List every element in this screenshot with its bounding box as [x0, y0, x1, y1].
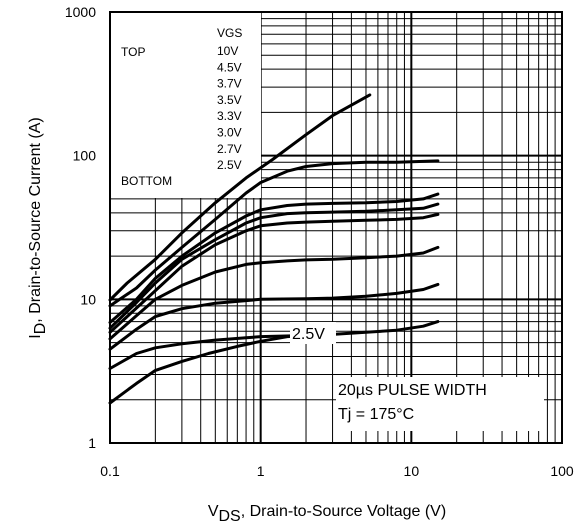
x-tick-labels: 0.1 1 10 100: [100, 463, 574, 479]
y-axis-title: ID, Drain-to-Source Current (A): [27, 117, 49, 338]
annotation-line-1: 20µs PULSE WIDTH: [338, 382, 487, 399]
series-line: [108, 192, 440, 324]
legend-entry: 2.5V: [217, 158, 242, 172]
series-line: [108, 282, 440, 351]
x-axis-title-sub: DS: [219, 508, 241, 525]
series-line: [108, 320, 440, 370]
legend-entries: 10V 4.5V 3.7V 3.5V 3.3V 3.0V 2.7V 2.5V: [217, 44, 242, 172]
legend-entry: 3.0V: [217, 126, 242, 140]
legend-top-label: TOP: [121, 45, 145, 59]
legend-entry: 4.5V: [217, 60, 242, 74]
x-axis-title-rest: , Drain-to-Source Voltage (V): [241, 503, 446, 520]
y-tick-label: 100: [73, 148, 97, 164]
x-axis-title: VDS, Drain-to-Source Voltage (V): [208, 503, 446, 525]
series-lines: [108, 93, 440, 405]
curve-label: 2.5V: [290, 322, 336, 344]
x-tick-label: 10: [404, 463, 420, 479]
series-line: [108, 212, 440, 334]
x-axis-title-main: V: [208, 503, 219, 520]
y-tick-labels: 1 10 100 1000: [65, 4, 96, 451]
series-line: [108, 245, 440, 341]
x-tick-label: 100: [550, 463, 574, 479]
annotation: 20µs PULSE WIDTH Tj = 175°C: [336, 377, 544, 431]
legend-bottom-label: BOTTOM: [121, 174, 172, 188]
series-line: [108, 93, 372, 302]
legend-entry: 3.3V: [217, 109, 242, 123]
legend-entry: 10V: [217, 44, 238, 58]
plot-frame: [109, 11, 563, 444]
y-axis-title-main: I: [27, 334, 44, 338]
x-tick-label: 0.1: [100, 463, 120, 479]
y-tick-label: 1000: [65, 4, 96, 20]
y-axis-title-rest: , Drain-to-Source Current (A): [27, 117, 44, 322]
y-tick-label: 1: [88, 435, 96, 451]
legend-entry: 2.7V: [217, 142, 242, 156]
legend-background: [111, 13, 261, 198]
series-line: [108, 334, 308, 405]
legend: VGS TOP BOTTOM 10V 4.5V 3.7V 3.5V 3.3V 3.0V 2.…: [111, 13, 261, 198]
curve-label-text: 2.5V: [292, 326, 325, 343]
series-line: [108, 159, 440, 308]
y-tick-label: 10: [80, 291, 96, 307]
legend-header: VGS: [217, 26, 242, 40]
annotation-line-2: Tj = 175°C: [338, 406, 414, 423]
annotation-background: [336, 377, 544, 431]
x-tick-label: 1: [257, 463, 265, 479]
legend-entry: 3.5V: [217, 93, 242, 107]
y-axis-title-sub: D: [32, 323, 49, 335]
legend-entry: 3.7V: [217, 77, 242, 91]
curve-label-background: [290, 322, 336, 344]
series-line: [108, 202, 440, 330]
